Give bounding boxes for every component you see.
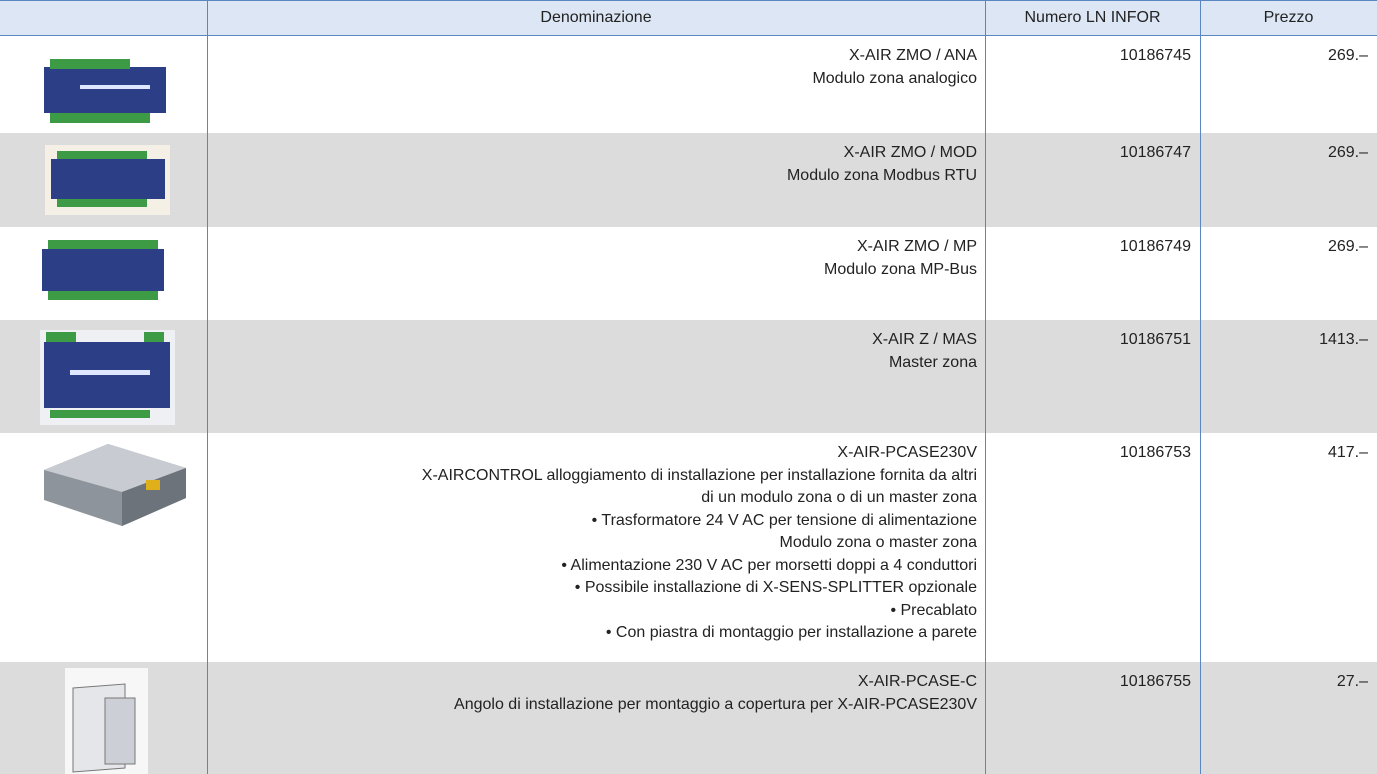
article-number: 10186751 xyxy=(1119,331,1191,348)
column-line xyxy=(1200,0,1201,774)
product-name: X-AIR-PCASE-C xyxy=(857,673,977,690)
column-header: Denominazione xyxy=(540,9,652,26)
article-number: 10186745 xyxy=(1119,47,1191,64)
product-image xyxy=(40,330,175,425)
article-number: 10186753 xyxy=(1119,444,1191,461)
table-row: X-AIR-PCASE230V X-AIRCONTROL alloggiament… xyxy=(0,433,1377,662)
description-line: Modulo zona o master zona xyxy=(779,534,977,551)
product-name: X-AIR-PCASE230V xyxy=(837,444,977,461)
description-line: Modulo zona Modbus RTU xyxy=(786,166,977,184)
product-image xyxy=(44,444,186,526)
product-name: X-AIR ZMO / MOD xyxy=(843,144,977,161)
description-line: Angolo di installazione per montaggio a … xyxy=(454,695,977,713)
description-line: X-AIRCONTROL alloggiamento di installazi… xyxy=(421,466,977,484)
description-cell: X-AIR Z / MAS Master zona xyxy=(207,329,977,374)
column-header: Numero LN INFOR xyxy=(1024,9,1161,26)
column-header: Prezzo xyxy=(1263,9,1314,26)
article-number: 10186747 xyxy=(1119,144,1191,161)
description-line: • Con piastra di montaggio per installaz… xyxy=(605,624,977,641)
header-row: Denominazione Numero LN INFOR Prezzo xyxy=(0,0,1377,36)
article-number: 10186749 xyxy=(1119,238,1191,255)
product-image xyxy=(44,59,166,123)
column-line xyxy=(985,0,986,774)
description-line: • Trasformatore 24 V AC per tensione di … xyxy=(591,511,977,529)
description-line: Modulo zona MP-Bus xyxy=(824,260,977,278)
description-cell: X-AIR ZMO / ANA Modulo zona analogico xyxy=(207,45,977,90)
description-line: • Precablato xyxy=(890,601,977,619)
table-row: X-AIR-PCASE-C Angolo di installazione per… xyxy=(0,662,1377,774)
price: 27.– xyxy=(1336,673,1368,690)
price: 269.– xyxy=(1327,47,1368,64)
product-name: X-AIR ZMO / ANA xyxy=(848,47,977,64)
description-line: Modulo zona analogico xyxy=(812,69,977,87)
table-row: X-AIR Z / MAS Master zona 10186751 1413.– xyxy=(0,320,1377,433)
description-cell: X-AIR ZMO / MOD Modulo zona Modbus RTU xyxy=(207,142,977,187)
description-line: Master zona xyxy=(888,353,977,371)
description-cell: X-AIR-PCASE230V X-AIRCONTROL alloggiament… xyxy=(207,442,977,645)
description-line: • Alimentazione 230 V AC per morsetti do… xyxy=(561,556,977,574)
price: 417.– xyxy=(1327,444,1368,461)
product-name: X-AIR Z / MAS xyxy=(872,331,977,348)
product-image xyxy=(65,668,148,774)
product-name: X-AIR ZMO / MP xyxy=(857,238,977,255)
description-line: • Possibile installazione di X-SENS-SPLI… xyxy=(574,579,977,596)
description-cell: X-AIR-PCASE-C Angolo di installazione per… xyxy=(207,671,977,716)
product-image xyxy=(45,145,170,215)
table-row: X-AIR ZMO / MP Modulo zona MP-Bus 10186749… xyxy=(0,227,1377,320)
description-cell: X-AIR ZMO / MP Modulo zona MP-Bus xyxy=(207,236,977,281)
price: 269.– xyxy=(1327,238,1368,255)
column-line xyxy=(207,0,208,774)
product-image xyxy=(42,240,164,300)
article-number: 10186755 xyxy=(1119,673,1191,690)
table-row: X-AIR ZMO / ANA Modulo zona analogico 1018… xyxy=(0,36,1377,133)
table-row: X-AIR ZMO / MOD Modulo zona Modbus RTU 101… xyxy=(0,133,1377,227)
price: 269.– xyxy=(1327,144,1368,161)
price: 1413.– xyxy=(1319,331,1368,348)
description-line: di un modulo zona o di un master zona xyxy=(701,489,977,506)
